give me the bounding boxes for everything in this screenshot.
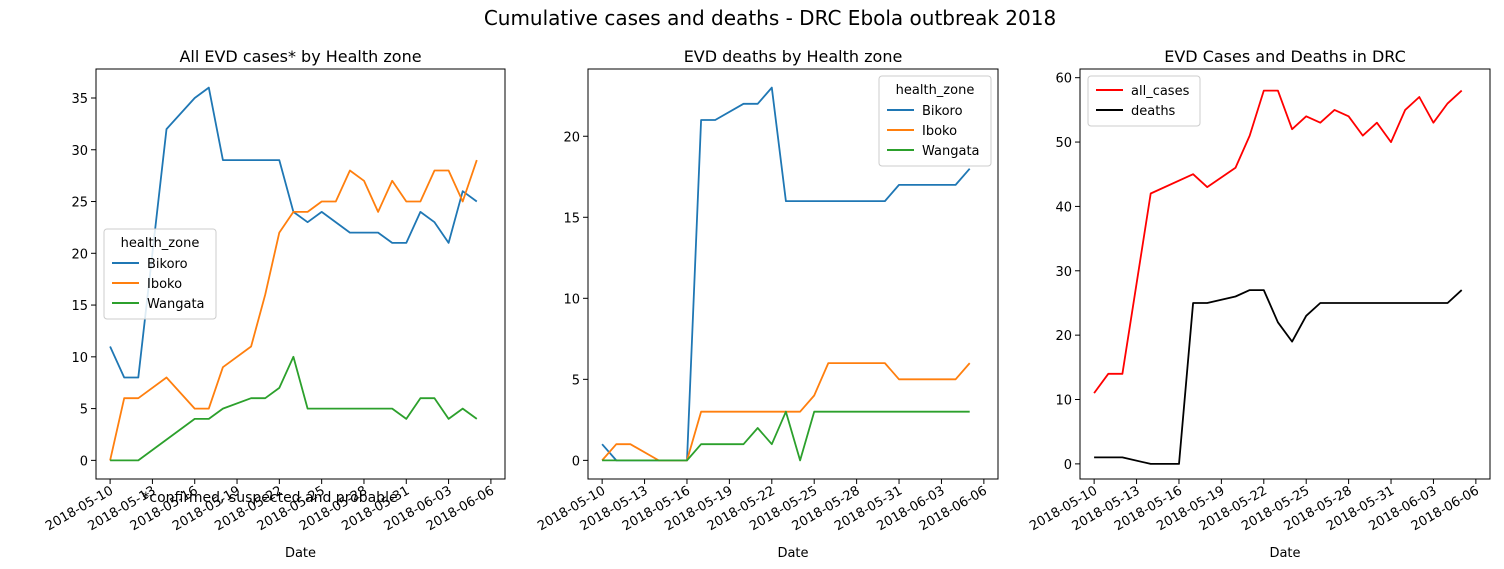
y-tick-label: 35 bbox=[71, 92, 88, 107]
x-axis-label: Date bbox=[1269, 546, 1300, 561]
series-line-iboko bbox=[109, 159, 478, 461]
chart-title: EVD deaths by Health zone bbox=[684, 47, 903, 66]
y-tick-label: 20 bbox=[1055, 329, 1072, 344]
y-tick-label: 0 bbox=[1064, 458, 1072, 473]
y-tick-label: 10 bbox=[563, 292, 580, 307]
legend-entry: all_cases bbox=[1131, 84, 1190, 99]
y-tick-label: 0 bbox=[572, 454, 580, 469]
y-tick-label: 10 bbox=[1055, 394, 1072, 409]
y-tick-label: 50 bbox=[1055, 136, 1072, 151]
legend-box bbox=[878, 75, 992, 167]
x-axis-label: Date bbox=[285, 546, 316, 561]
y-tick-label: 20 bbox=[563, 130, 580, 145]
y-tick-label: 5 bbox=[572, 373, 580, 388]
legend-entry: deaths bbox=[1131, 104, 1176, 119]
axes-frame bbox=[95, 68, 506, 480]
legend-entry: Iboko bbox=[922, 124, 957, 139]
legend-title: health_zone bbox=[896, 83, 975, 98]
axes-frame bbox=[1079, 68, 1491, 480]
chart-title: All EVD cases* by Health zone bbox=[179, 47, 421, 66]
y-tick-label: 30 bbox=[1055, 265, 1072, 280]
figure-suptitle: Cumulative cases and deaths - DRC Ebola … bbox=[484, 6, 1056, 30]
legend-entry: Bikoro bbox=[147, 257, 188, 272]
legend: health_zone Bikoro Iboko Wangata bbox=[103, 228, 217, 320]
footnote: *confirmed, suspected and probable bbox=[142, 490, 397, 506]
series-line-wangata bbox=[110, 355, 478, 462]
y-tick-label: 15 bbox=[71, 299, 88, 314]
y-tick-label: 60 bbox=[1055, 72, 1072, 87]
chart-panel-3: EVD Cases and Deaths in DRC 0 10 20 30 40 50 60… bbox=[1027, 47, 1491, 561]
series-line-iboko bbox=[601, 362, 971, 462]
legend-box bbox=[103, 228, 217, 320]
series-line-all-cases bbox=[1093, 89, 1463, 394]
legend-title: health_zone bbox=[121, 236, 200, 251]
y-tick-label: 25 bbox=[71, 196, 88, 211]
legend-entry: Iboko bbox=[147, 277, 182, 292]
legend-entry: Wangata bbox=[147, 297, 205, 312]
y-tick-label: 5 bbox=[80, 403, 88, 418]
legend-entry: Wangata bbox=[922, 144, 980, 159]
y-tick-label: 20 bbox=[71, 247, 88, 262]
legend: health_zone Bikoro Iboko Wangata bbox=[878, 75, 992, 167]
series-line-wangata bbox=[602, 410, 970, 462]
legend-entry: Bikoro bbox=[922, 104, 963, 119]
y-tick-label: 0 bbox=[80, 454, 88, 469]
legend-box bbox=[1087, 75, 1201, 127]
panels: All EVD cases* by Health zone 0 5 10 15 20 25 3… bbox=[43, 47, 1491, 561]
y-tick-label: 10 bbox=[71, 351, 88, 366]
y-tick-label: 15 bbox=[563, 211, 580, 226]
series-line-deaths bbox=[1094, 289, 1463, 465]
chart-panel-2: EVD deaths by Health zone051015202018-05… bbox=[535, 47, 999, 561]
chart-panel-1: All EVD cases* by Health zone 0 5 10 15 20 25 3… bbox=[43, 47, 506, 561]
chart-title: EVD Cases and Deaths in DRC bbox=[1164, 47, 1406, 66]
y-tick-label: 30 bbox=[71, 144, 88, 159]
series-line-bikoro bbox=[109, 86, 478, 379]
y-tick-label: 40 bbox=[1055, 200, 1072, 215]
x-axis-label: Date bbox=[777, 546, 808, 561]
axes-frame bbox=[587, 68, 999, 480]
